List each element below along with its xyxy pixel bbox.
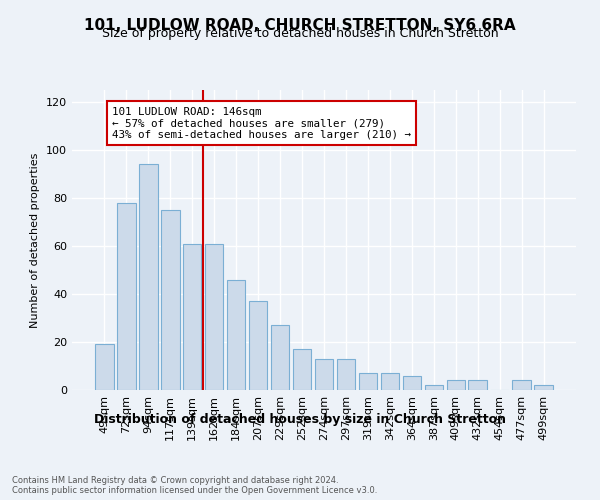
Bar bbox=[359, 373, 377, 390]
Bar bbox=[403, 376, 421, 390]
Bar bbox=[139, 164, 158, 390]
Bar bbox=[205, 244, 223, 390]
Bar bbox=[271, 325, 289, 390]
Bar bbox=[425, 385, 443, 390]
Bar bbox=[227, 280, 245, 390]
Bar bbox=[161, 210, 179, 390]
Text: Size of property relative to detached houses in Church Stretton: Size of property relative to detached ho… bbox=[101, 28, 499, 40]
Bar bbox=[314, 359, 334, 390]
Bar bbox=[95, 344, 113, 390]
Text: Contains HM Land Registry data © Crown copyright and database right 2024.
Contai: Contains HM Land Registry data © Crown c… bbox=[12, 476, 377, 495]
Bar bbox=[293, 349, 311, 390]
Text: Distribution of detached houses by size in Church Stretton: Distribution of detached houses by size … bbox=[94, 412, 506, 426]
Bar bbox=[249, 301, 268, 390]
Text: 101, LUDLOW ROAD, CHURCH STRETTON, SY6 6RA: 101, LUDLOW ROAD, CHURCH STRETTON, SY6 6… bbox=[84, 18, 516, 32]
Text: 101 LUDLOW ROAD: 146sqm
← 57% of detached houses are smaller (279)
43% of semi-d: 101 LUDLOW ROAD: 146sqm ← 57% of detache… bbox=[112, 107, 411, 140]
Bar bbox=[469, 380, 487, 390]
Y-axis label: Number of detached properties: Number of detached properties bbox=[31, 152, 40, 328]
Bar bbox=[117, 203, 136, 390]
Bar bbox=[183, 244, 202, 390]
Bar bbox=[380, 373, 399, 390]
Bar bbox=[446, 380, 465, 390]
Bar bbox=[337, 359, 355, 390]
Bar bbox=[535, 385, 553, 390]
Bar bbox=[512, 380, 531, 390]
